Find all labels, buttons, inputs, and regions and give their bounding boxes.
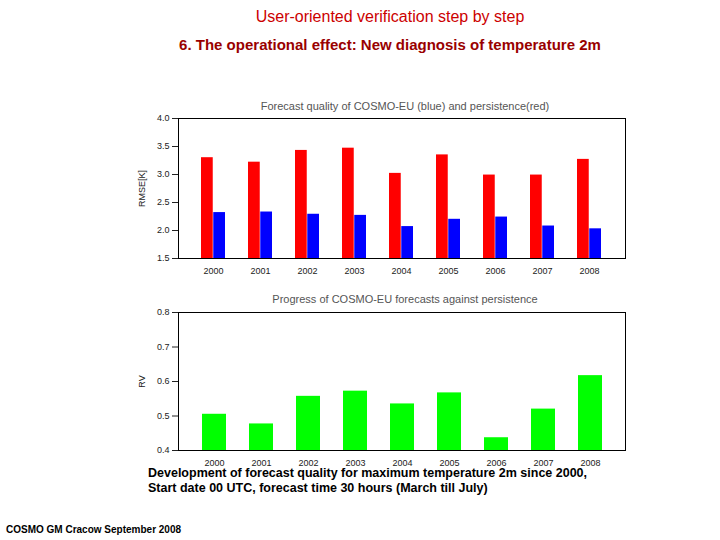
svg-text:2.5: 2.5 [157,197,170,207]
svg-text:0.8: 0.8 [157,307,170,317]
html-text:6. The operational effect: New: 6. The operational effect: New diagnosis… [179,36,601,53]
svg-text:RV: RV [137,375,147,387]
svg-text:0.5: 0.5 [157,411,170,421]
html-text:Development of forecast qualit: Development of forecast quality for maxi… [148,466,587,480]
html-text:COSMO GM Cracow September 2008: COSMO GM Cracow September 2008 [6,524,182,535]
svg-text:0.7: 0.7 [157,342,170,352]
svg-text:2000: 2000 [203,266,223,276]
svg-text:2003: 2003 [345,457,366,468]
svg-text:2008: 2008 [579,266,599,276]
svg-text:2005: 2005 [438,266,458,276]
svg-text:3.0: 3.0 [157,169,170,179]
svg-text:2008: 2008 [580,457,601,468]
svg-text:2004: 2004 [392,457,413,468]
svg-text:2002: 2002 [297,266,317,276]
svg-text:2007: 2007 [533,457,554,468]
html-text:User-oriented verification ste: User-oriented verification step by step [255,8,525,25]
svg-text:2005: 2005 [439,457,460,468]
svg-text:1.5: 1.5 [157,253,170,263]
svg-text:2001: 2001 [250,266,270,276]
html-text:Forecast quality of COSMO-EU (: Forecast quality of COSMO-EU (blue) and … [260,100,550,112]
svg-text:2001: 2001 [251,457,272,468]
svg-text:2007: 2007 [532,266,552,276]
svg-text:2000: 2000 [204,457,225,468]
svg-text:4.0: 4.0 [157,113,170,123]
svg-text:2006: 2006 [486,457,507,468]
svg-text:0.6: 0.6 [157,376,170,386]
svg-text:0.4: 0.4 [157,445,170,455]
html-text:Start date 00 UTC, forecast ti: Start date 00 UTC, forecast time 30 hour… [148,481,488,495]
svg-text:3.5: 3.5 [157,141,170,151]
svg-text:2002: 2002 [298,457,319,468]
svg-text:2006: 2006 [485,266,505,276]
svg-text:2003: 2003 [344,266,364,276]
svg-text:RMSE[K]: RMSE[K] [137,170,147,207]
html-text:Progress of COSMO-EU forecasts: Progress of COSMO-EU forecasts against p… [272,293,538,305]
svg-text:2004: 2004 [391,266,411,276]
svg-text:2.0: 2.0 [157,225,170,235]
